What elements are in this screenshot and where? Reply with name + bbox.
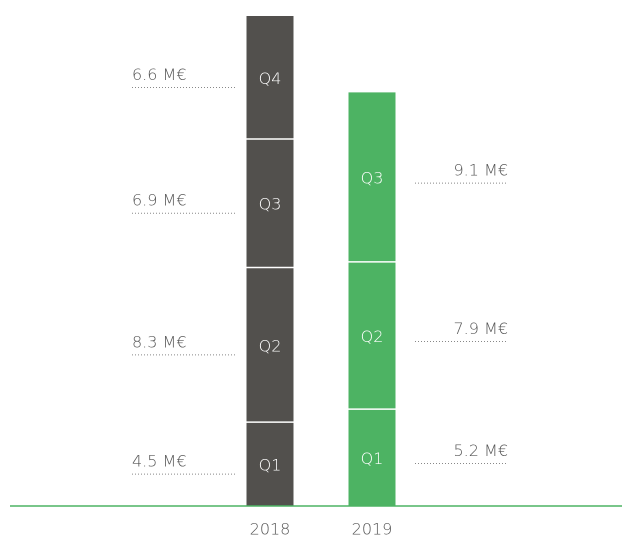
bar-segment	[246, 138, 294, 268]
value-label: 5.2 M€	[453, 441, 508, 460]
x-tick-label: 2018	[250, 520, 291, 539]
bar-segment	[246, 422, 294, 506]
value-label: 6.6 M€	[132, 65, 187, 84]
value-label: 8.3 M€	[132, 332, 187, 351]
bar-segment	[246, 267, 294, 423]
segment-label: Q2	[361, 327, 384, 346]
segment-label: Q1	[361, 449, 384, 468]
value-label: 7.9 M€	[453, 319, 508, 338]
bar-segment	[348, 261, 396, 410]
value-label: 4.5 M€	[132, 452, 187, 471]
bar-segment	[246, 16, 294, 139]
segment-label: Q3	[361, 169, 384, 188]
value-label: 9.1 M€	[453, 161, 508, 180]
bar-segment	[348, 92, 396, 262]
segment-label: Q1	[259, 456, 282, 475]
segment-label: Q3	[259, 195, 282, 214]
segment-label: Q2	[259, 336, 282, 355]
x-tick-label: 2019	[352, 520, 393, 539]
segment-label: Q4	[259, 69, 282, 88]
bar-segment	[348, 409, 396, 506]
value-label: 6.9 M€	[132, 191, 187, 210]
